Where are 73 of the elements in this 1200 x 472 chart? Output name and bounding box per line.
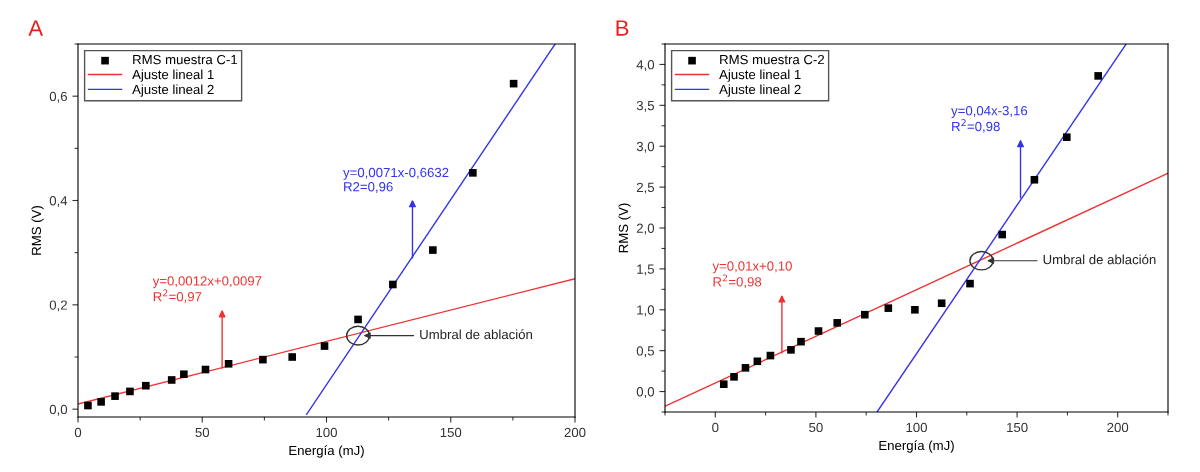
point: [126, 387, 134, 396]
y-tick-label: 3,0: [636, 141, 655, 153]
y-tick-label: 0,0: [636, 387, 655, 399]
point: [937, 299, 946, 308]
point: [833, 319, 842, 327]
x-tick-label: 100: [316, 427, 337, 438]
x-axis-title: Energía (mJ): [879, 440, 954, 453]
chart-title: A: [28, 20, 44, 36]
y-tick-label: 1,0: [637, 305, 655, 317]
point: [111, 392, 119, 400]
point: [884, 304, 893, 312]
point: [998, 230, 1007, 239]
point: [288, 353, 297, 361]
point: [741, 364, 750, 372]
y-tick-label: 2,5: [636, 182, 655, 194]
y-tick-label: 1,5: [637, 264, 655, 276]
x-tick-label: 0: [74, 427, 82, 438]
x-tick-label: 150: [440, 427, 462, 438]
x-axis-title: Energía (mJ): [289, 445, 364, 458]
point: [719, 380, 728, 388]
point: [167, 376, 176, 384]
y-tick-label: 0,6: [49, 91, 68, 103]
point: [180, 370, 188, 379]
point: [797, 337, 805, 346]
point: [469, 169, 477, 177]
legend-label: RMS muestra C-2: [720, 54, 825, 65]
y-tick-label: 3,5: [636, 100, 655, 112]
annotation: y=0,04x-3,16 R$^{2}$=0,98: [951, 105, 1028, 133]
y-tick-label: 0,5: [636, 346, 655, 358]
point: [730, 373, 738, 381]
x-tick-label: 100: [906, 422, 927, 433]
legend-label: Ajuste lineal 1: [719, 69, 801, 82]
x-tick-label: 200: [1107, 422, 1129, 433]
x-tick-label: 50: [809, 422, 823, 433]
y-axis-title: RMS (V): [618, 203, 631, 253]
legend-label: Ajuste lineal 2: [132, 84, 214, 97]
annotation: y=0,01x+0,10 R$^{2}$=0,98: [712, 261, 792, 289]
point: [354, 315, 362, 324]
y-tick-label: 0,4: [49, 196, 68, 207]
point: [84, 401, 92, 410]
annotation: Umbral de ablación: [1043, 254, 1156, 265]
point: [224, 359, 233, 368]
legend-label: Ajuste lineal 2: [719, 84, 801, 97]
x-tick-label: 150: [1007, 422, 1028, 433]
y-tick-label: 0,0: [49, 404, 68, 416]
y-tick-label: 0,2: [49, 300, 67, 312]
point: [142, 381, 150, 390]
point: [911, 305, 919, 314]
point: [259, 355, 267, 364]
point: [389, 280, 397, 289]
point: [1094, 72, 1102, 80]
point: [787, 346, 795, 354]
y-axis-title: RMS (V): [31, 206, 44, 255]
point: [1062, 133, 1071, 142]
annotation: y=0,0071x-0,6632 R2=0,96: [343, 167, 449, 193]
chart-title: B: [616, 20, 629, 36]
annotation: Umbral de ablación: [420, 329, 532, 340]
x-tick-label: 200: [564, 427, 586, 438]
y-tick-label: 2,0: [636, 223, 655, 235]
point: [320, 342, 329, 350]
point: [429, 246, 437, 254]
x-tick-label: 50: [195, 427, 210, 438]
point: [97, 398, 105, 406]
point: [1030, 175, 1039, 184]
point: [860, 310, 869, 319]
y-tick-label: 4,0: [636, 60, 655, 71]
annotation: y=0,0012x+0,0097 R$^{2}$=0,97: [152, 276, 262, 303]
x-tick-label: 0: [712, 422, 719, 433]
legend-label: Ajuste lineal 1: [132, 69, 214, 82]
point: [814, 327, 823, 335]
point: [966, 279, 974, 288]
legend-label: RMS muestra C-1: [133, 54, 238, 65]
point: [753, 357, 762, 366]
